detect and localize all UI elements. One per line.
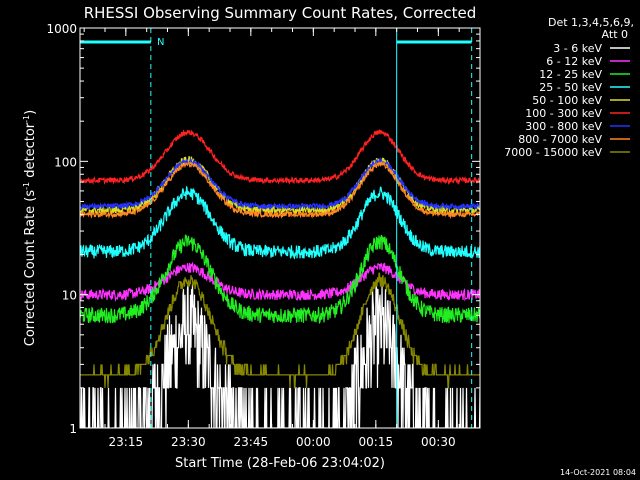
series-line-7 <box>80 160 480 220</box>
y-tick-label-3: 1000 <box>46 22 77 36</box>
x-tick-label-5: 00:30 <box>421 435 456 449</box>
x-tick-label-1: 23:30 <box>171 435 206 449</box>
series-line-0 <box>80 284 480 428</box>
legend-label-4: 50 - 100 keV <box>532 94 602 107</box>
chart-title: RHESSI Observing Summary Count Rates, Co… <box>84 4 477 22</box>
series-line-1 <box>80 261 480 302</box>
series-line-2 <box>80 234 480 325</box>
y-tick-label-1: 10 <box>62 289 77 303</box>
x-axis-label: Start Time (28-Feb-06 23:04:02) <box>175 456 385 471</box>
y-axis-label-suffix: ) <box>23 110 38 115</box>
legend-label-0: 3 - 6 keV <box>553 42 602 55</box>
y-axis-label-mid: detector <box>23 122 38 182</box>
x-tick-label-3: 00:00 <box>296 435 331 449</box>
legend-label-3: 25 - 50 keV <box>539 81 602 94</box>
x-axis: 23:15 23:30 23:45 00:00 00:15 00:30 <box>83 28 460 449</box>
plot-frame <box>79 27 481 429</box>
x-tick-label-0: 23:15 <box>109 435 144 449</box>
series-line-5 <box>80 128 480 186</box>
legend-header-2: Att 0 <box>602 28 628 41</box>
x-tick-label-2: 23:45 <box>234 435 269 449</box>
y-axis-label: Corrected Count Rate (s-1 detector-1) <box>22 110 38 346</box>
legend-header-1: Det 1,3,4,5,6,9, <box>548 16 634 29</box>
y-axis-label-sup-2: -1 <box>22 115 31 123</box>
x-tick-label-4: 00:15 <box>359 435 394 449</box>
y-axis-label-sup-1: -1 <box>22 182 31 190</box>
y-tick-label-0: 1 <box>69 422 77 436</box>
series-layer <box>80 128 480 428</box>
footer-date: 14-Oct-2021 08:04 <box>560 468 636 477</box>
series-line-8 <box>80 272 480 389</box>
legend-label-6: 300 - 800 keV <box>525 120 602 133</box>
legend-label-5: 100 - 300 keV <box>525 107 602 120</box>
legend-label-8: 7000 - 15000 keV <box>504 146 602 159</box>
y-axis: 1 10 100 1000 <box>46 22 480 436</box>
legend-label-7: 800 - 7000 keV <box>518 133 602 146</box>
night-marker: N <box>157 37 164 48</box>
legend-label-1: 6 - 12 keV <box>546 55 602 68</box>
series-line-6 <box>80 156 480 211</box>
legend-label-2: 12 - 25 keV <box>539 68 602 81</box>
series-line-3 <box>80 185 480 260</box>
y-tick-label-2: 100 <box>54 155 77 169</box>
y-axis-label-prefix: Corrected Count Rate (s <box>23 190 38 347</box>
